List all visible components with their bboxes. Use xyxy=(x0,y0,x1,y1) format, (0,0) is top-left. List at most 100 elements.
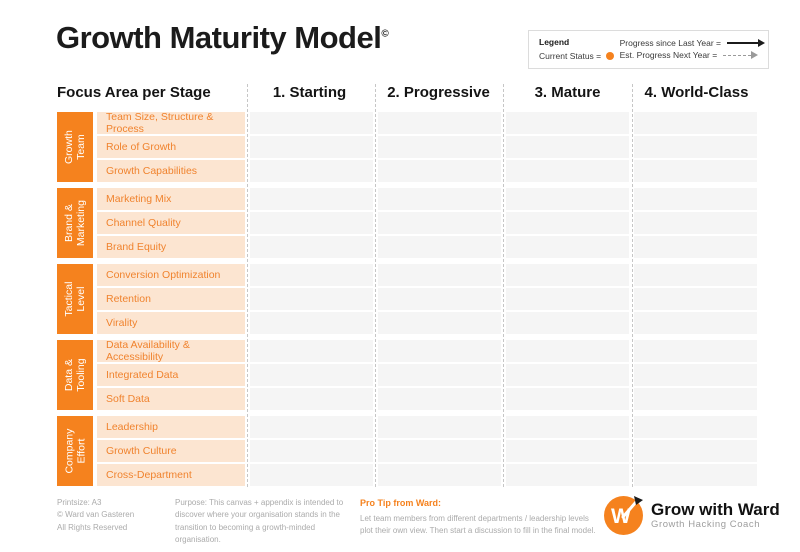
row-label: Retention xyxy=(97,288,245,310)
focus-group: Company Effort Leadership Growth Culture Cr… xyxy=(57,416,757,486)
solid-arrow-icon xyxy=(727,39,765,47)
grid-cell[interactable] xyxy=(378,264,501,286)
brand-logo: W Grow with Ward Growth Hacking Coach xyxy=(604,496,780,535)
row-label: Soft Data xyxy=(97,388,245,410)
progress-next-year-label: Est. Progress Next Year = xyxy=(619,50,718,60)
row-label: Cross-Department xyxy=(97,464,245,486)
grid-cell[interactable] xyxy=(250,188,373,210)
grid-cell[interactable] xyxy=(506,364,629,386)
legend-progress-next-year: Est. Progress Next Year = xyxy=(620,49,759,61)
grid-cell[interactable] xyxy=(250,440,373,462)
focus-group: Brand & Marketing Marketing Mix Channel Qu… xyxy=(57,188,757,258)
maturity-table: Growth Team Team Size, Structure & Proces… xyxy=(57,111,757,492)
grid-cell[interactable] xyxy=(378,464,501,486)
group-label-text: Company Effort xyxy=(62,428,88,474)
grid-cell[interactable] xyxy=(250,312,373,334)
grid-cell[interactable] xyxy=(506,464,629,486)
focus-row-labels: Marketing Mix Channel Quality Brand Equity xyxy=(97,188,245,258)
pro-tip-heading: Pro Tip from Ward: xyxy=(360,498,441,508)
grid-cell[interactable] xyxy=(250,112,373,134)
logo-name: Grow with Ward xyxy=(651,499,780,519)
grid-cell[interactable] xyxy=(250,264,373,286)
grid-cell[interactable] xyxy=(250,136,373,158)
grid-cell[interactable] xyxy=(378,136,501,158)
grid-cell[interactable] xyxy=(506,388,629,410)
grid-cell[interactable] xyxy=(250,340,373,362)
progress-last-year-label: Progress since Last Year = xyxy=(619,38,721,48)
grid-cell[interactable] xyxy=(250,236,373,258)
grid-cell[interactable] xyxy=(378,440,501,462)
print-info: Printsize: A3 © Ward van Gasteren All Ri… xyxy=(57,497,167,534)
stage-column xyxy=(378,340,501,410)
stage-column xyxy=(634,416,757,486)
grid-cell[interactable] xyxy=(506,288,629,310)
grid-cell[interactable] xyxy=(506,112,629,134)
grid-cell[interactable] xyxy=(634,388,757,410)
grid-cell[interactable] xyxy=(378,340,501,362)
grid-cell[interactable] xyxy=(250,288,373,310)
grid-cell[interactable] xyxy=(506,160,629,182)
column-divider xyxy=(247,84,248,487)
focus-row-labels: Team Size, Structure & Process Role of Gr… xyxy=(97,111,245,182)
stage-column xyxy=(250,112,373,182)
grid-cell[interactable] xyxy=(506,312,629,334)
stage-column xyxy=(378,416,501,486)
grid-cell[interactable] xyxy=(634,416,757,438)
grid-cell[interactable] xyxy=(378,188,501,210)
row-label: Virality xyxy=(97,312,245,334)
focus-row-labels: Leadership Growth Culture Cross-Department xyxy=(97,416,245,486)
grid-cell[interactable] xyxy=(634,340,757,362)
grid-cell[interactable] xyxy=(634,188,757,210)
grid-cell[interactable] xyxy=(250,388,373,410)
group-label: Brand & Marketing xyxy=(57,188,93,258)
grid-cell[interactable] xyxy=(634,264,757,286)
grid-cell[interactable] xyxy=(250,364,373,386)
grid-cell[interactable] xyxy=(506,188,629,210)
copyright-symbol: © xyxy=(381,28,389,40)
grid-cell[interactable] xyxy=(506,264,629,286)
grid-cell[interactable] xyxy=(506,136,629,158)
grid-cell[interactable] xyxy=(506,236,629,258)
grid-cell[interactable] xyxy=(378,112,501,134)
grid-cell[interactable] xyxy=(634,212,757,234)
grid-cell[interactable] xyxy=(378,388,501,410)
grid-cell[interactable] xyxy=(250,160,373,182)
grid-cell[interactable] xyxy=(378,416,501,438)
logo-growth-arrow-icon xyxy=(621,496,643,519)
grid-cell[interactable] xyxy=(378,160,501,182)
grid-cell[interactable] xyxy=(378,212,501,234)
grid-cell[interactable] xyxy=(506,440,629,462)
focus-group: Tactical Level Conversion Optimization Ret… xyxy=(57,264,757,334)
logo-monogram: W xyxy=(611,505,631,528)
grid-cell[interactable] xyxy=(634,288,757,310)
grid-cell[interactable] xyxy=(634,112,757,134)
grid-cell[interactable] xyxy=(250,464,373,486)
grid-cell[interactable] xyxy=(506,340,629,362)
grid-cell[interactable] xyxy=(378,364,501,386)
group-label: Company Effort xyxy=(57,416,93,486)
grid-cell[interactable] xyxy=(634,236,757,258)
row-label: Leadership xyxy=(97,416,245,438)
grid-cell[interactable] xyxy=(634,364,757,386)
grid-cell[interactable] xyxy=(378,236,501,258)
stage-column xyxy=(634,340,757,410)
focus-area-header: Focus Area per Stage xyxy=(57,84,211,101)
group-label-text: Tactical Level xyxy=(62,281,87,317)
grid-cell[interactable] xyxy=(506,416,629,438)
grid-cell[interactable] xyxy=(634,464,757,486)
group-label-text: Growth Team xyxy=(62,130,87,164)
grid-cell[interactable] xyxy=(506,212,629,234)
grid-cell[interactable] xyxy=(250,212,373,234)
focus-group: Data & Tooling Data Availability & Access… xyxy=(57,339,757,410)
grid-cell[interactable] xyxy=(250,416,373,438)
page-title: Growth Maturity Model© xyxy=(56,20,389,56)
stage-column xyxy=(506,264,629,334)
grid-cell[interactable] xyxy=(634,160,757,182)
grid-cell[interactable] xyxy=(378,312,501,334)
stage-column xyxy=(506,112,629,182)
grid-cell[interactable] xyxy=(634,312,757,334)
grid-cell[interactable] xyxy=(378,288,501,310)
legend-current-status: Current Status = xyxy=(539,50,620,62)
grid-cell[interactable] xyxy=(634,136,757,158)
grid-cell[interactable] xyxy=(634,440,757,462)
